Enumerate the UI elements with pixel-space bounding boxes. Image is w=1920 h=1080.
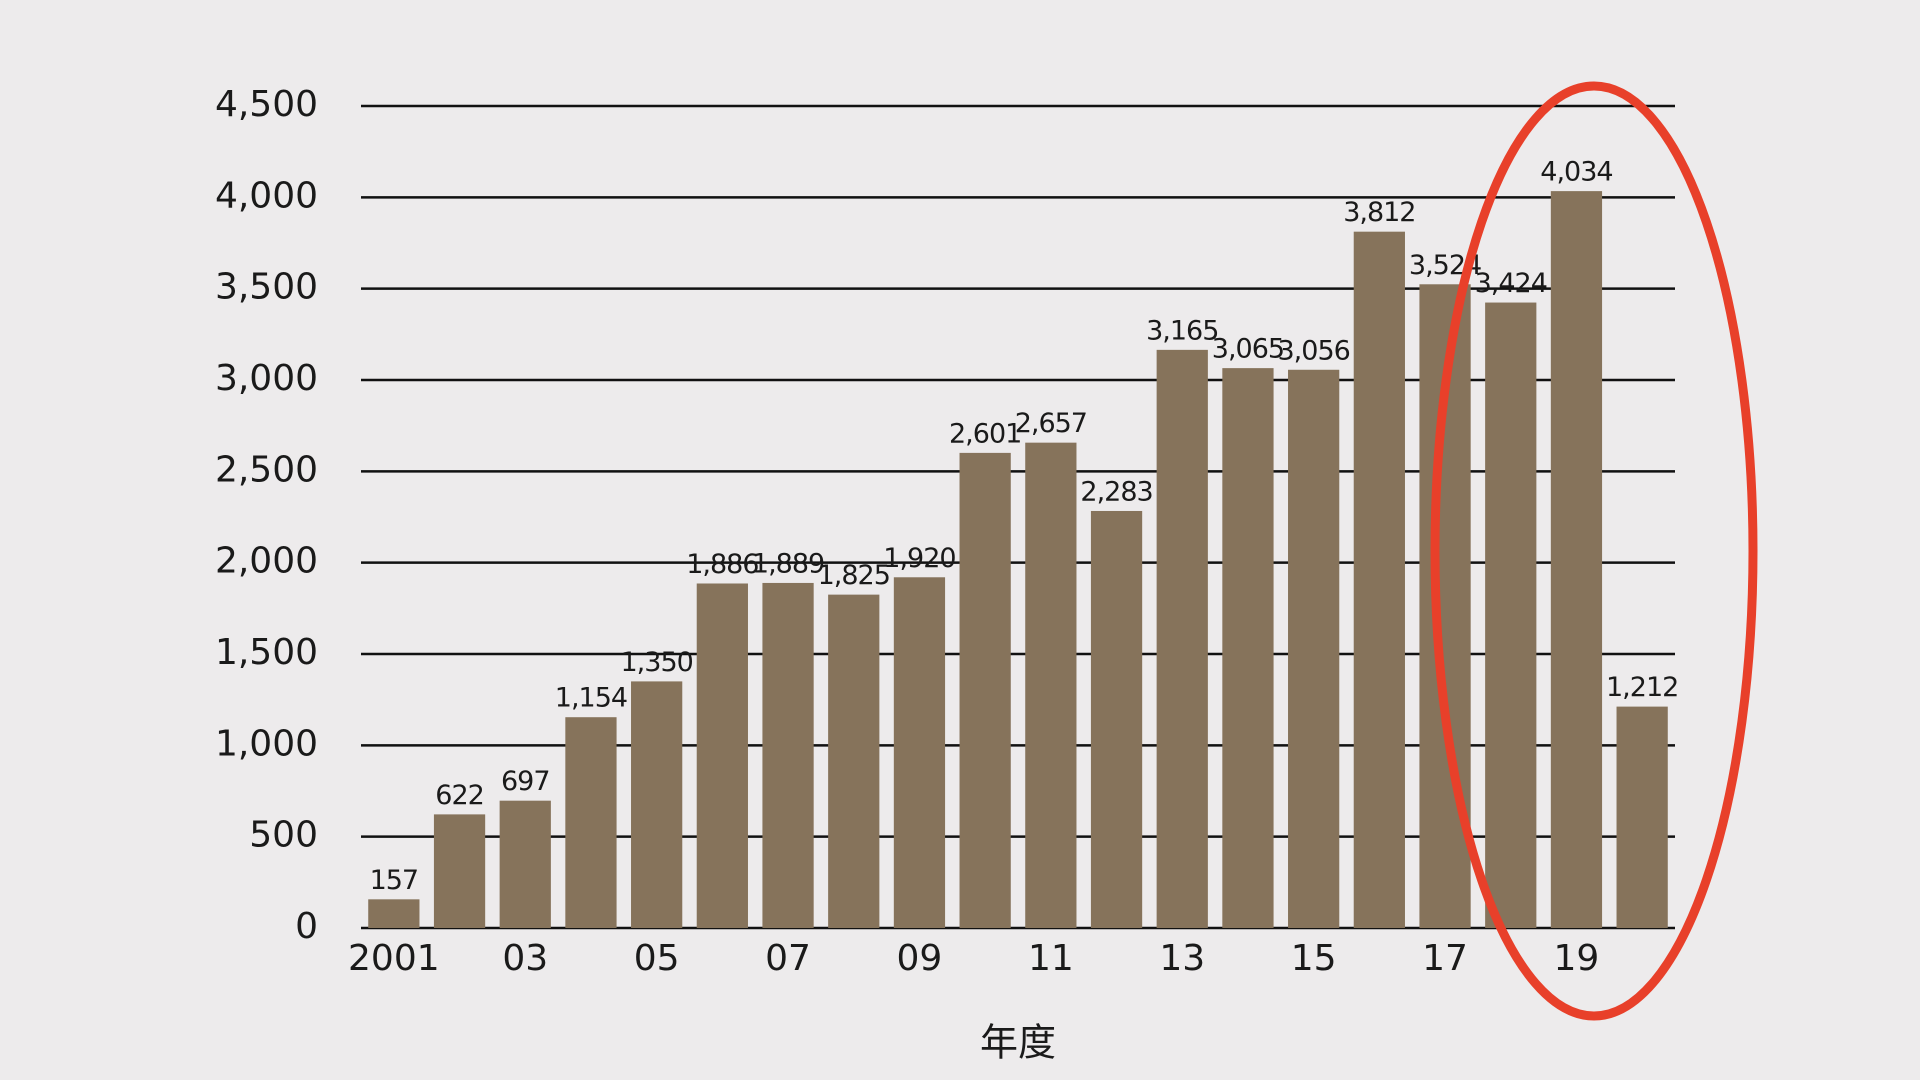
value-label: 2,657 [1015, 408, 1087, 439]
value-label: 3,812 [1343, 197, 1415, 228]
bar [565, 717, 617, 928]
bar [368, 899, 420, 928]
y-tick-label: 0 [295, 906, 318, 947]
bar [893, 577, 946, 928]
x-tick-label: 17 [1422, 938, 1468, 979]
bar [828, 594, 880, 928]
y-tick-label: 4,000 [215, 175, 318, 216]
y-tick-label: 2,000 [215, 541, 318, 582]
x-tick-label: 15 [1291, 938, 1337, 979]
x-tick-label: 11 [1028, 938, 1074, 979]
bar [762, 582, 814, 928]
value-label: 1,889 [752, 548, 824, 579]
bar [1156, 349, 1208, 928]
value-label: 3,056 [1278, 335, 1350, 366]
value-label: 2,601 [949, 418, 1021, 449]
bar [1485, 302, 1537, 929]
bar [1288, 369, 1340, 929]
y-tick-label: 500 [249, 815, 318, 856]
x-tick-label: 07 [765, 938, 811, 979]
bar [1353, 231, 1405, 928]
bar [1616, 706, 1668, 928]
value-label: 1,825 [818, 560, 890, 591]
highlight-ellipse [1430, 81, 1758, 1021]
value-label: 157 [370, 865, 419, 896]
y-tick-label: 1,500 [215, 632, 318, 673]
value-label: 3,065 [1212, 334, 1284, 365]
x-tick-label: 13 [1159, 938, 1205, 979]
value-label: 4,034 [1540, 157, 1612, 188]
x-tick-label: 03 [502, 938, 548, 979]
value-label: 622 [435, 780, 484, 811]
y-tick-label: 4,500 [215, 84, 318, 125]
y-tick-label: 3,500 [215, 267, 318, 308]
value-label: 2,283 [1080, 476, 1152, 507]
bar [1025, 442, 1077, 928]
x-axis-label: 年度 [980, 1021, 1056, 1065]
bar [1550, 191, 1603, 928]
value-label: 1,886 [686, 549, 758, 580]
y-tick-label: 3,000 [215, 358, 318, 399]
bar [959, 452, 1011, 928]
bar [499, 800, 551, 928]
bar [433, 814, 486, 928]
x-tick-label: 09 [897, 938, 943, 979]
y-tick-label: 2,500 [215, 449, 318, 490]
value-label: 3,165 [1146, 315, 1218, 346]
value-label: 3,424 [1475, 268, 1547, 299]
bar [1090, 510, 1143, 928]
value-label: 697 [501, 766, 550, 797]
x-tick-label: 05 [634, 938, 680, 979]
value-label: 1,154 [555, 683, 627, 714]
value-label: 1,920 [883, 543, 955, 574]
value-label: 1,212 [1606, 672, 1678, 703]
bar [1222, 368, 1274, 928]
x-tick-label: 19 [1554, 938, 1600, 979]
value-label: 1,350 [621, 647, 693, 678]
bar [631, 681, 683, 928]
y-tick-label: 1,000 [215, 723, 318, 764]
x-tick-label: 2001 [348, 938, 440, 979]
bar [696, 583, 748, 928]
